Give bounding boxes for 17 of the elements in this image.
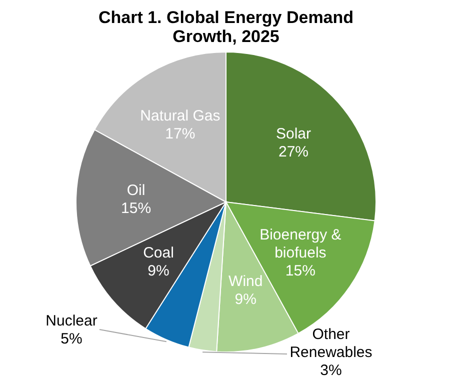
- data-label: 17%: [165, 126, 196, 143]
- data-label: 9%: [148, 262, 170, 280]
- data-label: 5%: [60, 330, 82, 348]
- slice-label: Natural Gas: [140, 108, 220, 125]
- slice-label: Wind: [228, 272, 263, 290]
- slice-label: Bioenergy & biofuels: [260, 226, 342, 262]
- data-label: 3%: [320, 362, 342, 379]
- slice-label: Coal: [143, 244, 174, 262]
- data-label: 15%: [121, 200, 152, 218]
- slice-label: Solar: [276, 125, 312, 142]
- data-label: 9%: [234, 290, 256, 308]
- slice-label: Oil: [126, 182, 146, 200]
- data-label: 27%: [278, 143, 309, 160]
- slice-label: Nuclear: [46, 312, 98, 330]
- data-label: 15%: [285, 262, 316, 280]
- chart-title: Chart 1. Global Energy Demand Growth, 2025: [98, 8, 354, 46]
- slice-label: Other Renewables: [290, 326, 372, 361]
